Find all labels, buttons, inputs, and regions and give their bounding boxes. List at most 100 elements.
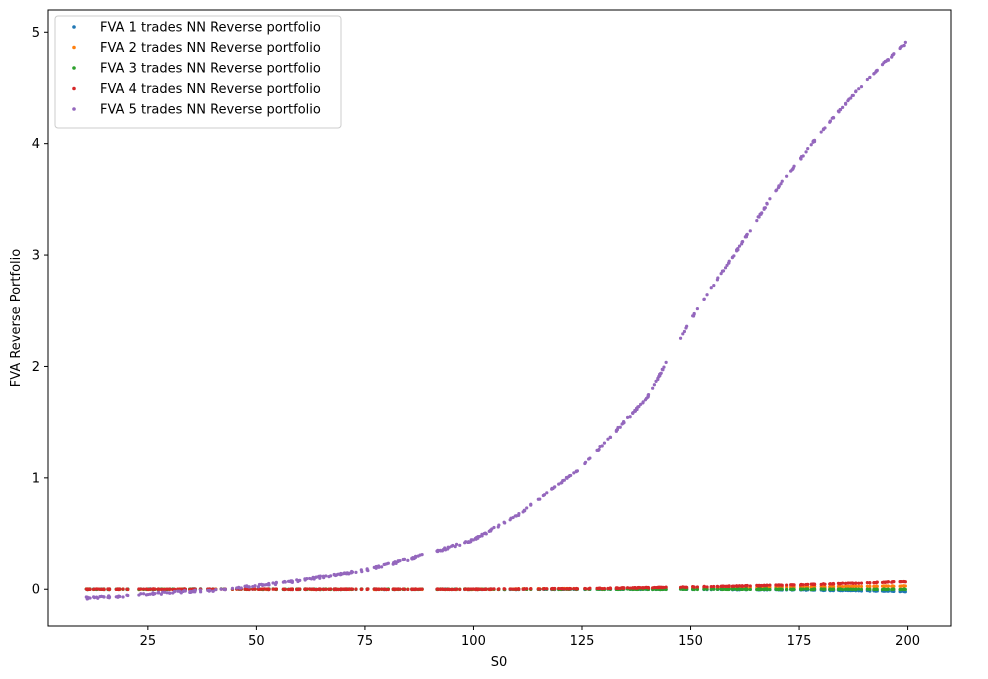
data-point (542, 493, 547, 497)
data-point (832, 116, 836, 120)
data-point (661, 368, 665, 372)
data-point (760, 583, 764, 588)
data-point (639, 402, 643, 406)
data-point (664, 360, 668, 365)
data-point (305, 587, 309, 591)
data-point (517, 587, 521, 591)
data-point (692, 587, 696, 592)
data-point (96, 596, 100, 600)
data-point (886, 587, 891, 591)
legend-entry: FVA 1 trades NN Reverse portfolio (100, 21, 321, 36)
data-point (737, 244, 742, 248)
data-point (290, 579, 294, 583)
data-point (451, 587, 455, 591)
data-point (859, 581, 864, 585)
data-point (859, 85, 864, 89)
data-point (366, 587, 370, 591)
data-point (780, 583, 784, 587)
data-point (857, 584, 861, 588)
legend: FVA 1 trades NN Reverse portfolio FVA 2 t… (54, 15, 342, 129)
data-point (517, 511, 521, 516)
data-point (851, 581, 855, 586)
data-point (832, 587, 836, 591)
data-point (458, 543, 462, 547)
data-point (903, 580, 907, 584)
data-point (712, 584, 716, 589)
data-point (208, 588, 212, 593)
data-point (892, 584, 896, 588)
data-point (454, 542, 459, 547)
data-point (892, 579, 896, 584)
y-tick-label: 3 (32, 249, 40, 264)
data-point (329, 587, 333, 591)
data-point (575, 587, 580, 591)
data-point (792, 583, 796, 587)
data-point (841, 105, 845, 110)
y-axis-ticks: 0 1 2 3 4 5 (32, 26, 48, 598)
data-point (102, 595, 106, 599)
data-point (768, 583, 772, 587)
data-point (141, 587, 146, 591)
data-point (618, 425, 622, 429)
data-point (857, 581, 861, 585)
data-point (741, 587, 745, 591)
data-point (569, 587, 573, 591)
data-point (107, 595, 112, 599)
data-points (84, 40, 907, 601)
data-point (322, 587, 326, 592)
data-point (765, 587, 769, 592)
data-point (646, 586, 651, 590)
data-point (102, 587, 106, 592)
data-point (705, 587, 709, 591)
legend-marker (72, 107, 76, 111)
data-point (812, 587, 817, 591)
data-point (685, 585, 689, 589)
data-point (267, 583, 271, 587)
data-point (741, 584, 745, 588)
data-point (806, 582, 810, 586)
data-point (305, 577, 309, 581)
data-point (322, 576, 326, 580)
data-point (875, 584, 879, 588)
data-point (247, 587, 251, 592)
legend-entry: FVA 4 trades NN Reverse portfolio (100, 82, 321, 97)
data-point (597, 447, 601, 452)
y-tick-label: 1 (32, 471, 40, 486)
data-point (118, 594, 122, 599)
data-point (886, 584, 891, 588)
data-point (484, 587, 488, 591)
data-point (838, 108, 843, 112)
data-point (844, 587, 848, 591)
data-point (602, 586, 607, 591)
data-point (172, 589, 177, 594)
x-tick-label: 150 (678, 634, 703, 649)
data-point (760, 211, 764, 215)
data-point (652, 383, 656, 387)
data-point (420, 553, 424, 557)
data-point (732, 584, 736, 588)
plot-frame (47, 9, 952, 627)
data-point (414, 555, 418, 559)
data-point (903, 587, 907, 592)
data-point (851, 93, 855, 97)
data-point (760, 587, 764, 592)
data-point (712, 587, 716, 591)
data-point (583, 587, 588, 591)
data-point (812, 139, 817, 144)
y-tick-label: 5 (32, 26, 40, 41)
data-point (211, 589, 215, 593)
data-point (542, 587, 547, 591)
data-point (892, 52, 896, 56)
data-point (785, 174, 789, 178)
data-point (253, 587, 257, 591)
data-point (572, 587, 576, 591)
data-point (745, 583, 749, 588)
data-point (484, 532, 488, 536)
data-point (529, 587, 533, 591)
data-point (247, 585, 251, 589)
data-point (812, 582, 817, 587)
data-point (436, 587, 440, 591)
data-point (721, 269, 726, 273)
data-point (386, 587, 390, 592)
